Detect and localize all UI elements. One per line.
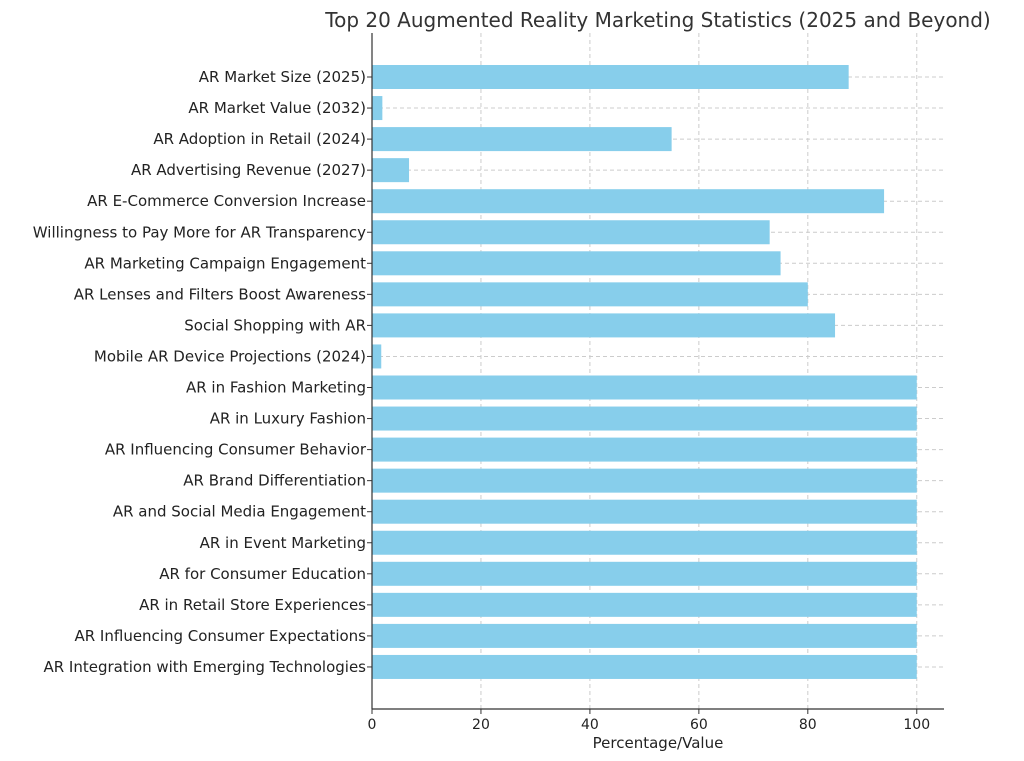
category-label: AR Lenses and Filters Boost Awareness xyxy=(74,285,366,303)
category-label: AR Brand Differentiation xyxy=(183,472,366,490)
bar xyxy=(372,251,781,276)
category-label: AR and Social Media Engagement xyxy=(113,503,366,521)
bar xyxy=(372,127,672,152)
bar xyxy=(372,375,917,400)
bar xyxy=(372,530,917,555)
category-label: AR for Consumer Education xyxy=(159,565,366,583)
x-tick-label: 20 xyxy=(472,717,490,733)
bar-layer xyxy=(372,65,917,679)
category-label: AR E-Commerce Conversion Increase xyxy=(87,192,366,210)
x-tick-label: 100 xyxy=(903,717,930,733)
category-label: Willingness to Pay More for AR Transpare… xyxy=(33,223,366,241)
bar xyxy=(372,282,808,307)
x-tick-label: 60 xyxy=(690,717,708,733)
category-label: Social Shopping with AR xyxy=(184,316,366,334)
bar xyxy=(372,406,917,431)
category-label-layer: AR Market Size (2025) AR Market Value (20… xyxy=(33,68,367,676)
category-label: AR Influencing Consumer Behavior xyxy=(105,441,367,459)
bar xyxy=(372,220,770,245)
category-label: Mobile AR Device Projections (2024) xyxy=(94,347,366,365)
bar xyxy=(372,437,917,462)
category-label: AR in Event Marketing xyxy=(200,534,366,552)
bar xyxy=(372,158,410,183)
x-tick-label: 80 xyxy=(799,717,817,733)
category-label: AR Marketing Campaign Engagement xyxy=(84,254,366,272)
bar xyxy=(372,592,917,617)
category-label: AR in Fashion Marketing xyxy=(186,379,366,397)
bar xyxy=(372,561,917,586)
bar xyxy=(372,96,383,121)
x-axis-label: Percentage/Value xyxy=(593,734,724,752)
bar xyxy=(372,468,917,493)
category-label: AR Advertising Revenue (2027) xyxy=(131,161,366,179)
category-label: AR Integration with Emerging Technologie… xyxy=(43,658,366,676)
bar xyxy=(372,189,885,214)
category-label: AR Adoption in Retail (2024) xyxy=(153,130,366,148)
category-label: AR in Luxury Fashion xyxy=(210,410,366,428)
x-tick-layer: 0 20 40 60 80 100 xyxy=(367,76,930,733)
bar xyxy=(372,344,382,369)
bar xyxy=(372,654,917,679)
bar xyxy=(372,313,836,338)
category-label: AR Market Size (2025) xyxy=(199,68,366,86)
bar xyxy=(372,623,917,648)
bar xyxy=(372,499,917,524)
bar xyxy=(372,65,849,89)
chart-title: Top 20 Augmented Reality Marketing Stati… xyxy=(324,8,990,32)
category-label: AR Influencing Consumer Expectations xyxy=(74,627,366,645)
x-tick-label: 0 xyxy=(368,717,377,733)
category-label: AR Market Value (2032) xyxy=(188,99,366,117)
category-label: AR in Retail Store Experiences xyxy=(139,596,366,614)
x-tick-label: 40 xyxy=(581,717,599,733)
